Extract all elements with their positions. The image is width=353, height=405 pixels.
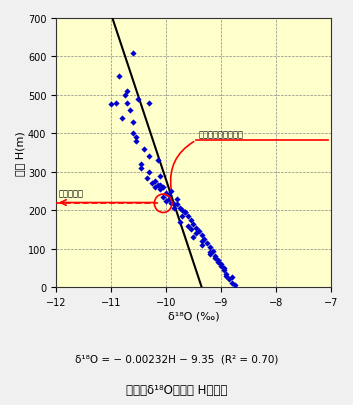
Point	[185, 213, 191, 220]
Point	[229, 280, 235, 287]
Point	[169, 200, 174, 206]
Point	[215, 259, 221, 266]
Point	[122, 92, 127, 99]
Point	[130, 119, 136, 126]
Point	[133, 134, 138, 141]
Point	[193, 225, 199, 231]
Point	[119, 115, 125, 122]
Text: 浵養域標高: 浵養域標高	[59, 189, 84, 198]
Point	[210, 248, 215, 254]
Point	[188, 227, 193, 233]
Point	[183, 209, 188, 216]
Point	[136, 96, 141, 103]
Point	[204, 240, 210, 247]
Point	[232, 282, 238, 289]
Point	[163, 198, 169, 205]
Point	[125, 100, 130, 107]
Point	[133, 139, 138, 145]
Point	[191, 234, 196, 241]
Point	[125, 89, 130, 95]
Point	[180, 213, 185, 220]
Point	[116, 73, 122, 80]
Point	[213, 256, 218, 262]
Text: δ¹⁸O = − 0.00232H − 9.35  (R² = 0.70): δ¹⁸O = − 0.00232H − 9.35 (R² = 0.70)	[75, 354, 278, 363]
Point	[213, 254, 218, 260]
Point	[183, 209, 188, 216]
Point	[138, 162, 144, 168]
Point	[196, 228, 202, 235]
Point	[226, 277, 232, 283]
Point	[188, 217, 193, 224]
X-axis label: δ¹⁸O (‰): δ¹⁸O (‰)	[168, 311, 219, 321]
Point	[155, 183, 161, 189]
Point	[157, 183, 163, 189]
Point	[152, 179, 158, 185]
Point	[160, 194, 166, 200]
Point	[215, 257, 221, 264]
Point	[163, 190, 169, 197]
Point	[146, 100, 152, 107]
Point	[138, 165, 144, 172]
Point	[177, 205, 183, 212]
Point	[199, 238, 204, 245]
Point	[191, 221, 196, 227]
Point	[221, 267, 227, 273]
Point	[202, 236, 207, 243]
Text: 図２：δ¹⁸Oと標高 Hの関係: 図２：δ¹⁸Oと標高 Hの関係	[126, 383, 227, 396]
Point	[146, 169, 152, 176]
Point	[127, 108, 133, 114]
Point	[108, 102, 114, 109]
Point	[174, 196, 180, 202]
Point	[166, 196, 172, 202]
Point	[160, 184, 166, 191]
Point	[149, 181, 155, 187]
Point	[155, 158, 161, 164]
Point	[130, 50, 136, 57]
Point	[177, 219, 183, 226]
Point	[130, 131, 136, 137]
Point	[180, 207, 185, 214]
Point	[199, 232, 204, 239]
Point	[166, 192, 172, 198]
Point	[141, 146, 147, 153]
Point	[207, 249, 213, 256]
Point	[157, 186, 163, 193]
Point	[171, 202, 177, 208]
Point	[218, 263, 224, 270]
Point	[157, 173, 163, 179]
Point	[199, 242, 204, 248]
Point	[169, 188, 174, 195]
Point	[185, 223, 191, 229]
Point	[171, 205, 177, 212]
Y-axis label: 標高 H(m): 標高 H(m)	[15, 131, 25, 175]
Point	[152, 184, 158, 191]
Point	[223, 271, 229, 277]
Point	[207, 244, 213, 250]
Point	[223, 273, 229, 279]
Point	[229, 275, 235, 281]
Text: 湧水の安定同位体比: 湧水の安定同位体比	[199, 130, 244, 139]
Point	[207, 252, 213, 258]
Point	[146, 154, 152, 160]
Point	[144, 175, 150, 181]
Point	[221, 265, 227, 271]
Point	[174, 202, 180, 208]
Point	[218, 261, 224, 268]
Point	[193, 230, 199, 237]
Point	[114, 100, 119, 107]
